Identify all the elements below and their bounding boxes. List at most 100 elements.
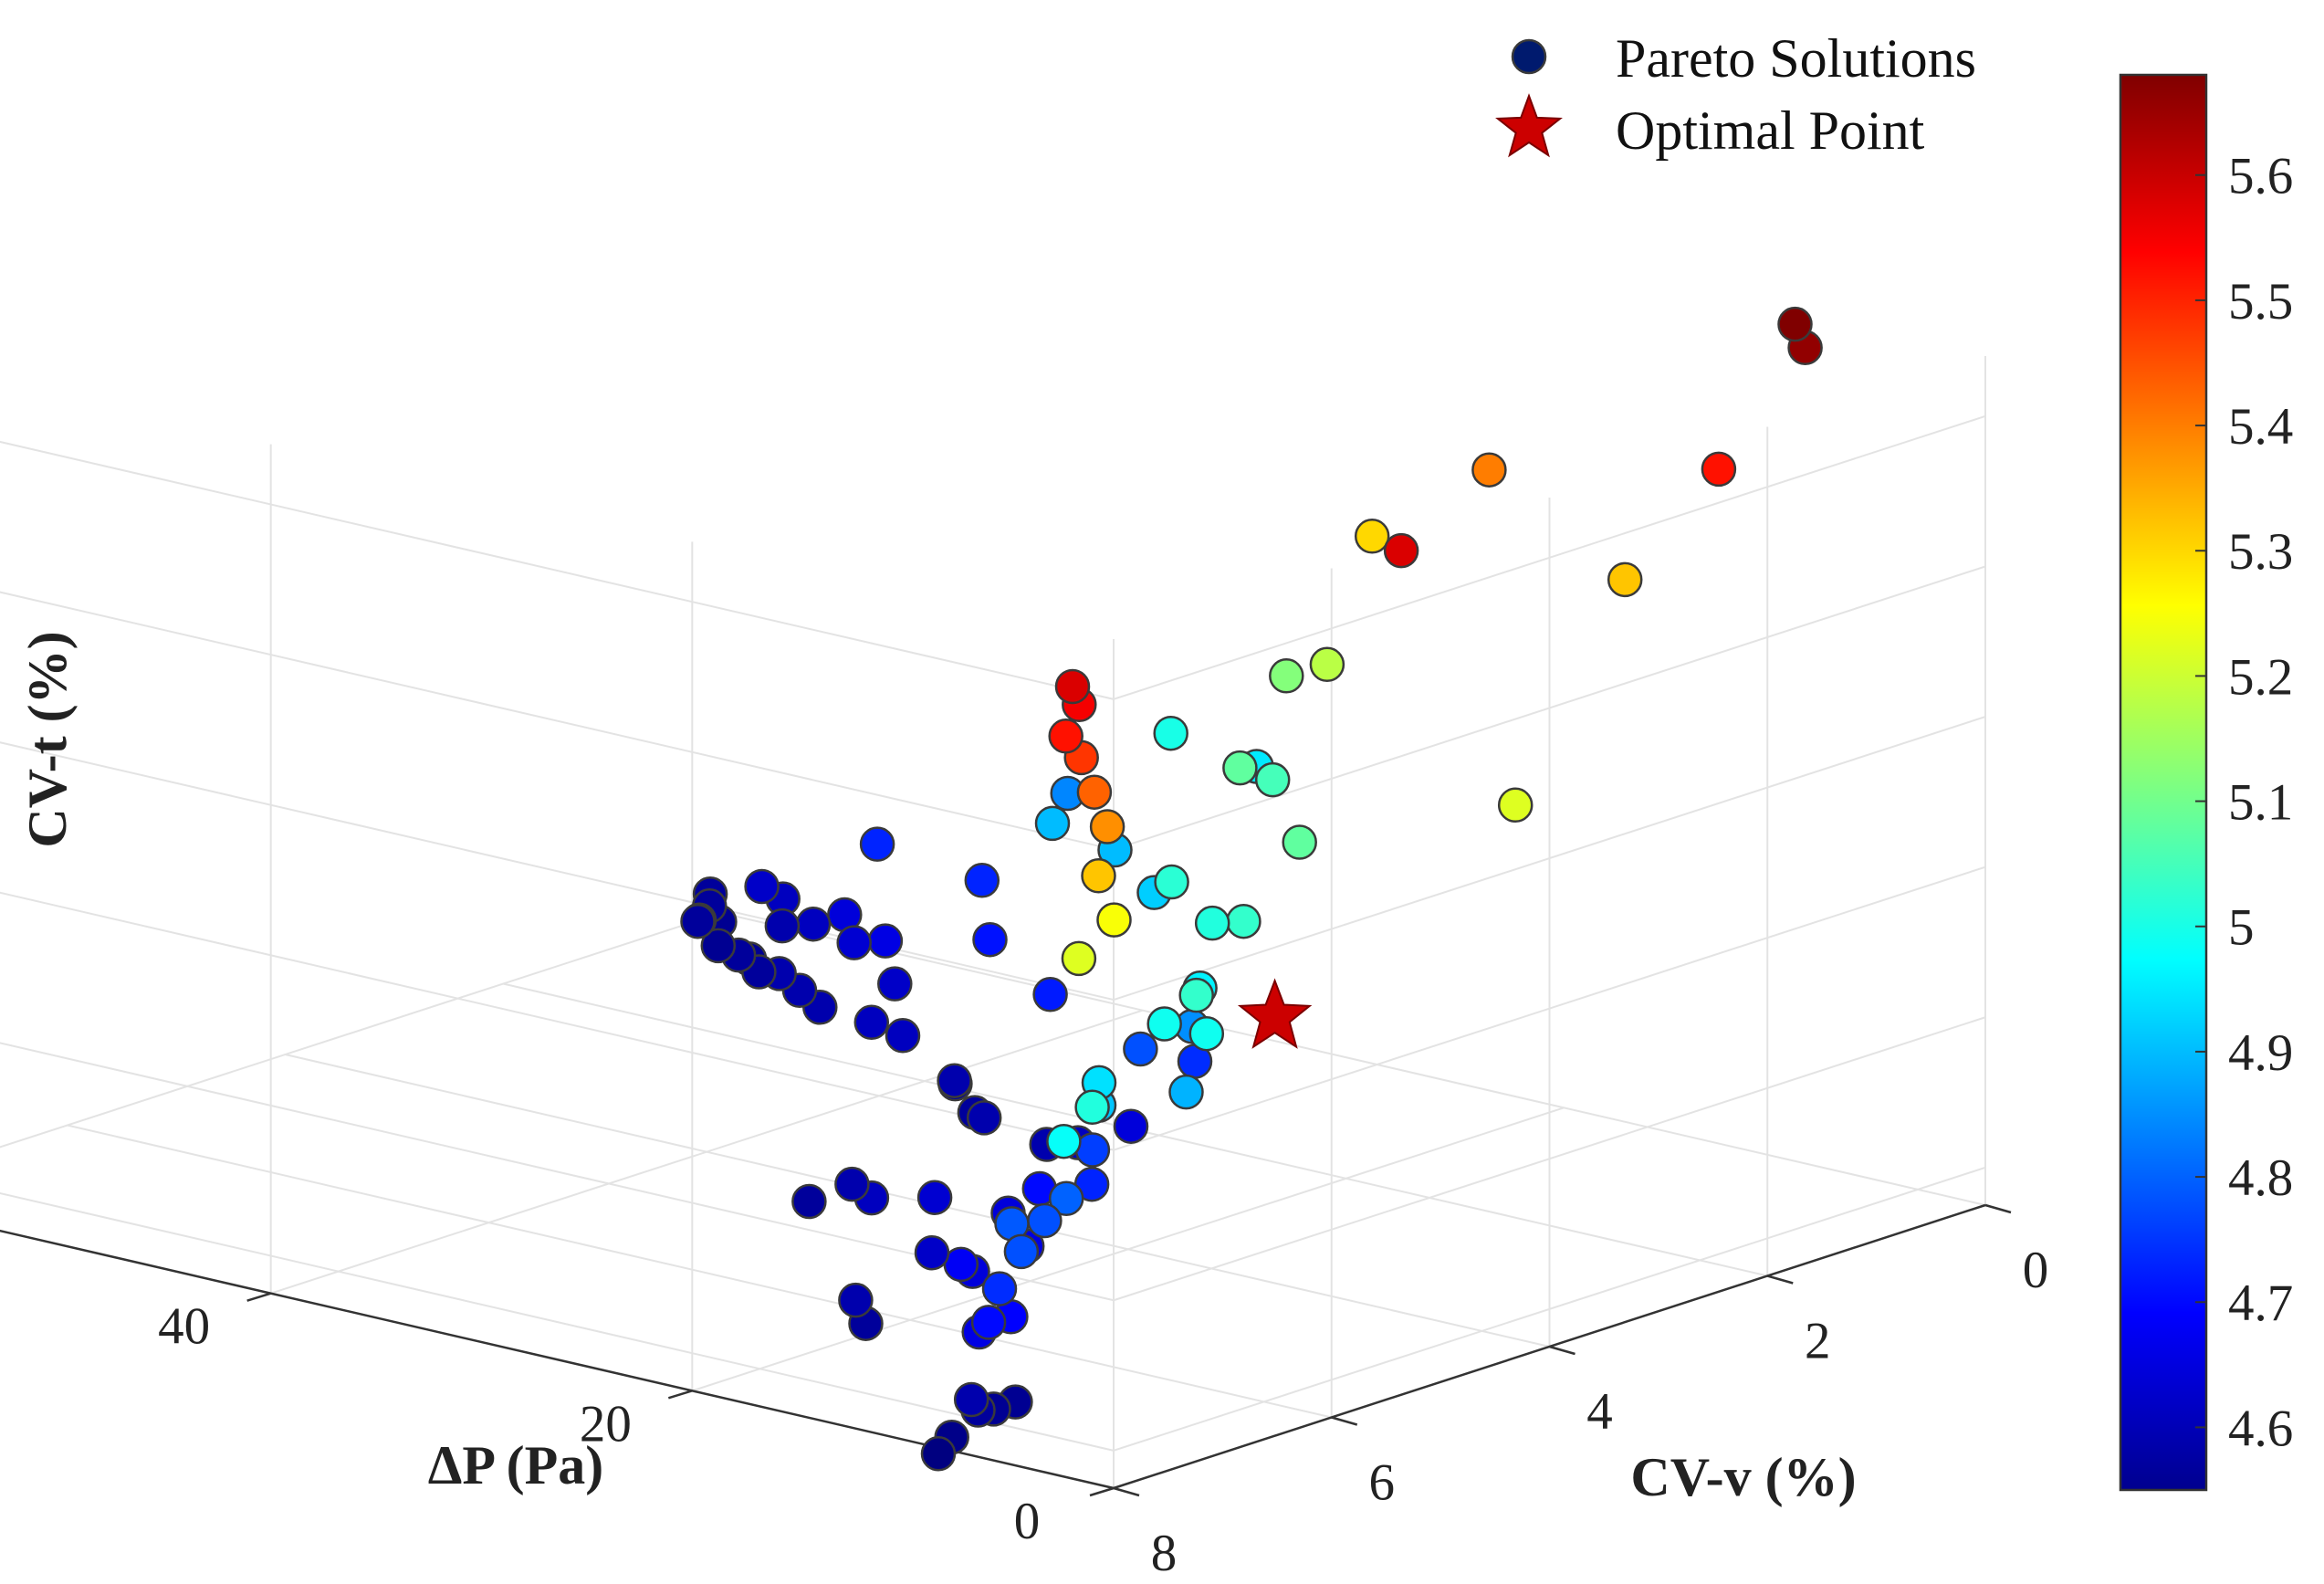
colorbar-gradient: [2120, 75, 2206, 1490]
pareto-point: [835, 1168, 868, 1201]
pareto-point: [1702, 453, 1735, 486]
pareto-point: [861, 828, 894, 861]
colorbar: 4.6 4.7 4.8 4.9 5 5.1 5.2 5.3 5.4 5.5 5.6: [2120, 75, 2293, 1490]
x-tick-label: 40: [158, 1298, 210, 1356]
pareto-point: [1156, 865, 1188, 898]
pareto-point: [1115, 1110, 1147, 1143]
colorbar-tick-label: 4.9: [2228, 1024, 2293, 1082]
x-tick-mark: [247, 1294, 271, 1301]
pareto-point: [938, 1065, 971, 1097]
pareto-point: [1270, 659, 1303, 692]
x-tick-mark: [668, 1390, 692, 1398]
grid-wall2-z: [0, 557, 1114, 849]
colorbar-tick-label: 5.3: [2228, 523, 2293, 581]
pareto-point: [1047, 1125, 1080, 1158]
grid-floor-dp: [692, 1107, 1564, 1390]
legend: Pareto Solutions Optimal Point: [1498, 28, 1976, 161]
pareto-point: [878, 968, 911, 1001]
legend-label-pareto: Pareto Solutions: [1616, 28, 1976, 89]
pareto-point: [838, 927, 871, 960]
y-tick-mark: [1550, 1347, 1576, 1354]
colorbar-tick-label: 4.8: [2228, 1149, 2293, 1207]
y-tick-mark: [1767, 1276, 1793, 1284]
pareto-point: [797, 907, 830, 940]
colorbar-tick-label: 5.5: [2228, 273, 2293, 330]
colorbar-tick-label: 5: [2228, 899, 2255, 957]
pareto-point: [1063, 942, 1095, 975]
pareto-point: [1196, 907, 1229, 939]
colorbar-tick-label: 5.6: [2228, 148, 2293, 205]
pareto-point: [1170, 1075, 1203, 1108]
y-tick-label: 2: [1805, 1313, 1831, 1370]
pareto-point: [1180, 979, 1213, 1012]
pareto-point: [974, 923, 1007, 956]
pareto-point: [916, 1236, 948, 1269]
colorbar-tick-label: 5.1: [2228, 774, 2293, 832]
y-tick-mark: [1985, 1205, 2011, 1212]
pareto-point: [1036, 807, 1069, 840]
pareto-point: [869, 925, 902, 958]
x-tick-label: 0: [1014, 1493, 1041, 1550]
pareto-point: [966, 864, 999, 897]
pareto-point: [1056, 670, 1089, 703]
y-tick-label: 4: [1586, 1383, 1613, 1441]
grid-wall2-z: [0, 858, 1114, 1150]
pareto-point: [1124, 1033, 1157, 1065]
pareto-point: [922, 1437, 955, 1470]
pareto-point: [983, 1273, 1016, 1306]
pareto-point: [972, 1306, 1005, 1338]
x-axis-label: ΔP (Pa): [428, 1435, 604, 1495]
pareto-point: [792, 1185, 825, 1218]
y-tick-label: 6: [1369, 1454, 1396, 1512]
pareto-point: [746, 870, 779, 903]
pareto-point: [839, 1284, 872, 1317]
pareto-point: [1076, 1091, 1109, 1124]
pareto-point: [1385, 534, 1418, 567]
pareto-point: [1356, 519, 1388, 552]
pareto-point: [1098, 904, 1131, 937]
pareto-point: [1155, 717, 1188, 750]
pareto-point: [1779, 308, 1812, 341]
pareto-point: [955, 1383, 988, 1416]
pareto-point: [1283, 826, 1316, 859]
pareto-point: [968, 1101, 1000, 1134]
x-tick-mark: [1090, 1488, 1114, 1495]
pareto-point: [918, 1181, 951, 1214]
legend-label-optimal: Optimal Point: [1616, 100, 1925, 161]
pareto-point: [886, 1019, 919, 1052]
chart: 0246802040604.64.855.25.45.6 CV-t (%) ΔP…: [0, 0, 2324, 1584]
pareto-point: [1499, 789, 1532, 822]
pareto-point: [1034, 978, 1067, 1011]
colorbar-tick-label: 5.2: [2228, 648, 2293, 706]
pareto-point: [1608, 563, 1641, 596]
pareto-point: [1078, 776, 1111, 809]
points-layer: [682, 308, 1822, 1470]
y-tick-mark: [1332, 1418, 1357, 1425]
z-axis-label: CV-t (%): [17, 631, 78, 847]
colorbar-tick-label: 5.4: [2228, 398, 2293, 456]
y-tick-label: 8: [1151, 1525, 1178, 1582]
grid-wall2-z: [0, 407, 1114, 699]
pareto-point: [1311, 648, 1344, 681]
pareto-point: [1028, 1204, 1061, 1237]
legend-marker-optimal: [1498, 96, 1560, 155]
pareto-point: [1190, 1017, 1223, 1050]
pareto-point: [1083, 859, 1115, 892]
pareto-point: [1227, 905, 1260, 938]
grid-floor-cvv: [68, 1126, 1332, 1418]
grid-wall2-z: [0, 708, 1114, 1000]
pareto-point: [682, 905, 715, 938]
pareto-point: [855, 1006, 888, 1039]
colorbar-tick-label: 4.7: [2228, 1275, 2293, 1332]
colorbar-tick-label: 4.6: [2228, 1400, 2293, 1457]
pareto-point: [766, 909, 799, 942]
y-tick-mark: [1114, 1488, 1139, 1495]
pareto-point: [1050, 719, 1083, 752]
pareto-point: [1148, 1008, 1181, 1041]
pareto-point: [1091, 811, 1124, 844]
y-tick-label: 0: [2023, 1242, 2049, 1299]
grid-floor-dp: [0, 913, 721, 1196]
colorbar-ticks: 4.6 4.7 4.8 4.9 5 5.1 5.2 5.3 5.4 5.5 5.6: [2195, 148, 2293, 1458]
pareto-point: [1005, 1235, 1038, 1268]
grid-floor-cvv: [721, 913, 1985, 1205]
